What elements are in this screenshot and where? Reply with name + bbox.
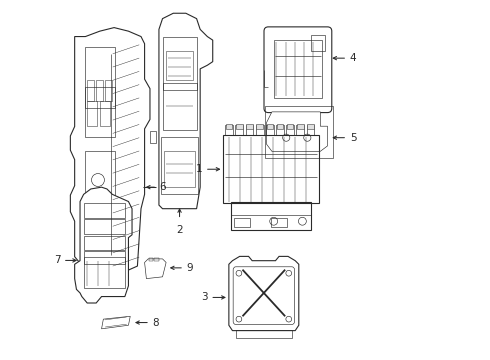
Bar [307, 125, 314, 129]
Bar [225, 125, 233, 135]
Bar [85, 47, 115, 108]
Bar [223, 135, 318, 203]
FancyBboxPatch shape [264, 27, 332, 113]
Bar [85, 87, 115, 137]
Bar [150, 131, 156, 143]
Polygon shape [145, 259, 166, 279]
Bar [85, 151, 115, 209]
Bar [226, 125, 232, 129]
Bar [87, 80, 95, 101]
Bar [274, 40, 322, 98]
Bar [84, 235, 125, 250]
Bar [267, 125, 273, 129]
Bar [297, 125, 304, 129]
Bar [296, 125, 304, 135]
Bar [276, 125, 284, 135]
Bar [96, 80, 103, 101]
Bar [307, 125, 315, 135]
Bar [234, 218, 250, 226]
Bar [311, 35, 325, 51]
Text: 4: 4 [350, 53, 356, 63]
Bar [163, 83, 196, 130]
Bar [256, 125, 264, 135]
Bar [148, 258, 153, 261]
Polygon shape [229, 256, 299, 330]
Text: 2: 2 [176, 225, 183, 235]
Polygon shape [101, 316, 130, 329]
Text: 7: 7 [54, 256, 61, 265]
Bar [100, 101, 110, 126]
Bar [166, 51, 193, 80]
Text: 5: 5 [350, 133, 356, 143]
Polygon shape [159, 13, 213, 209]
Bar [87, 101, 97, 126]
Bar [235, 125, 244, 135]
Bar [265, 107, 333, 158]
Bar [277, 125, 283, 129]
Text: 6: 6 [159, 182, 166, 192]
Text: 1: 1 [196, 164, 203, 174]
Bar [84, 257, 125, 288]
Bar [154, 258, 159, 261]
Bar [256, 125, 263, 129]
Bar [105, 80, 112, 101]
Bar [245, 125, 253, 135]
FancyBboxPatch shape [233, 267, 294, 324]
Bar [266, 125, 274, 135]
Polygon shape [71, 28, 150, 279]
Polygon shape [74, 187, 132, 303]
Text: 9: 9 [187, 263, 193, 273]
Bar [161, 137, 198, 194]
Bar [271, 218, 287, 226]
Text: 8: 8 [152, 318, 159, 328]
Bar [287, 125, 294, 129]
Bar [163, 37, 196, 90]
Bar [231, 202, 311, 230]
Bar [236, 125, 243, 129]
Bar [246, 125, 253, 129]
Bar [164, 151, 195, 187]
Bar [236, 330, 292, 338]
Bar [84, 203, 125, 218]
Bar [84, 220, 125, 234]
Bar [84, 251, 125, 264]
Text: 3: 3 [201, 292, 208, 302]
Polygon shape [267, 112, 327, 151]
Bar [286, 125, 294, 135]
